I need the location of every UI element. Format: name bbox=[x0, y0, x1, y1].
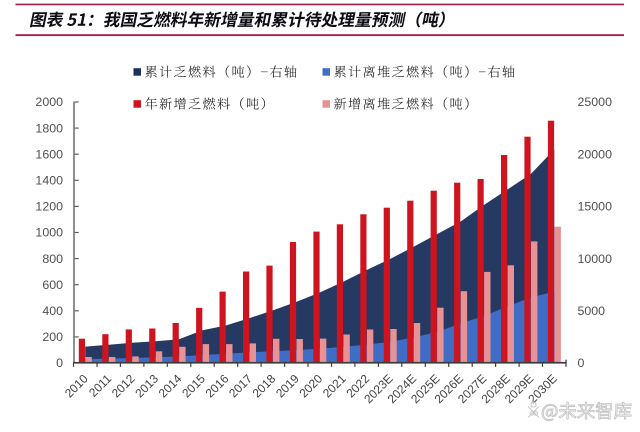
svg-text:1200: 1200 bbox=[35, 200, 63, 214]
svg-text:800: 800 bbox=[42, 252, 63, 266]
svg-text:1800: 1800 bbox=[35, 121, 63, 135]
svg-text:0: 0 bbox=[56, 356, 63, 370]
svg-text:15000: 15000 bbox=[578, 200, 613, 214]
svg-text:1600: 1600 bbox=[35, 147, 63, 161]
svg-text:1400: 1400 bbox=[35, 174, 63, 188]
svg-text:5000: 5000 bbox=[578, 304, 606, 318]
svg-text:25000: 25000 bbox=[578, 95, 613, 109]
svg-text:400: 400 bbox=[42, 304, 63, 318]
svg-text:20000: 20000 bbox=[578, 147, 613, 161]
svg-text:600: 600 bbox=[42, 278, 63, 292]
svg-text:200: 200 bbox=[42, 330, 63, 344]
svg-text:0: 0 bbox=[578, 356, 585, 370]
svg-text:2000: 2000 bbox=[35, 95, 63, 109]
svg-text:10000: 10000 bbox=[578, 252, 613, 266]
svg-text:1000: 1000 bbox=[35, 226, 63, 240]
